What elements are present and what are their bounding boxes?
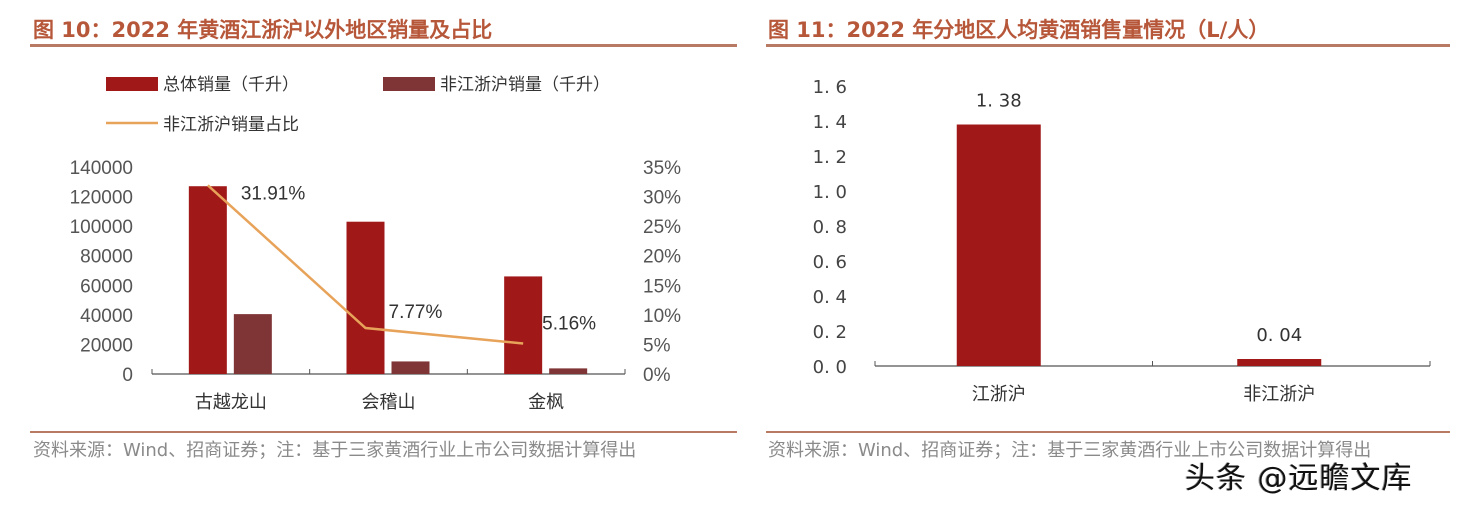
chart1-title: 图 10：2022 年黄酒江浙沪以外地区销量及占比 (33, 18, 493, 42)
y-tick-label: 40000 (80, 306, 133, 327)
y2-tick-label: 15% (643, 276, 681, 297)
y-tick-label: 80000 (80, 247, 133, 268)
bar-total (504, 276, 543, 374)
y-tick-label: 1. 6 (813, 77, 847, 98)
y-tick-label: 100000 (70, 217, 133, 238)
y2-tick-label: 5% (643, 335, 671, 356)
y2-tick-label: 35% (643, 158, 681, 179)
data-label: 0. 04 (1256, 325, 1302, 346)
x-tick-label: 金枫 (528, 392, 564, 413)
chart2-footer-rule (766, 431, 1450, 433)
y-tick-label: 140000 (70, 158, 133, 179)
bar-total (188, 186, 227, 374)
bar (956, 124, 1041, 366)
bar-non-jzh (391, 361, 430, 374)
y-tick-label: 0. 8 (813, 217, 847, 238)
data-label: 5.16% (542, 313, 596, 334)
legend-swatch-total (106, 77, 158, 91)
bar (1237, 359, 1322, 366)
watermark: 头条 @远瞻文库 (1185, 461, 1413, 496)
legend-swatch-non-jzh (383, 77, 435, 91)
y2-tick-label: 25% (643, 217, 681, 238)
legend-label: 非江浙沪销量占比 (163, 115, 299, 135)
x-tick-label: 非江浙沪 (1243, 384, 1315, 405)
y2-tick-label: 10% (643, 306, 681, 327)
x-tick-label: 江浙沪 (972, 384, 1026, 405)
y2-tick-label: 30% (643, 188, 681, 209)
y-tick-label: 0. 0 (813, 357, 847, 378)
bar-total (346, 221, 385, 374)
y-tick-label: 1. 4 (813, 112, 847, 133)
y-tick-label: 0. 6 (813, 252, 847, 273)
chart2-title: 图 11：2022 年分地区人均黄酒销售量情况（L/人） (768, 18, 1270, 42)
x-tick-label: 古越龙山 (195, 392, 267, 413)
y-tick-label: 0. 2 (813, 322, 847, 343)
y2-tick-label: 0% (643, 365, 671, 386)
bar-non-jzh (549, 368, 588, 374)
legend-label: 总体销量（千升） (163, 75, 299, 95)
y-tick-label: 60000 (80, 276, 133, 297)
chart1-title-rule (30, 44, 737, 47)
data-label: 31.91% (241, 183, 306, 204)
chart1-source: 资料来源：Wind、招商证券；注：基于三家黄酒行业上市公司数据计算得出 (33, 440, 637, 461)
legend-label: 非江浙沪销量（千升） (440, 75, 610, 95)
y-tick-label: 20000 (80, 335, 133, 356)
y-tick-label: 1. 0 (813, 182, 847, 203)
x-tick-label: 会稽山 (362, 392, 416, 413)
chart2-title-rule (766, 44, 1450, 47)
y-tick-label: 120000 (70, 188, 133, 209)
chart2-source: 资料来源：Wind、招商证券；注：基于三家黄酒行业上市公司数据计算得出 (768, 440, 1372, 461)
chart1-footer-rule (30, 431, 737, 433)
bar-non-jzh (233, 314, 272, 374)
y-tick-label: 0 (122, 365, 133, 386)
y-tick-label: 0. 4 (813, 287, 847, 308)
y2-tick-label: 20% (643, 247, 681, 268)
data-label: 7.77% (389, 302, 443, 323)
line-share (206, 184, 524, 345)
y-tick-label: 1. 2 (813, 147, 847, 168)
data-label: 1. 38 (976, 91, 1022, 112)
